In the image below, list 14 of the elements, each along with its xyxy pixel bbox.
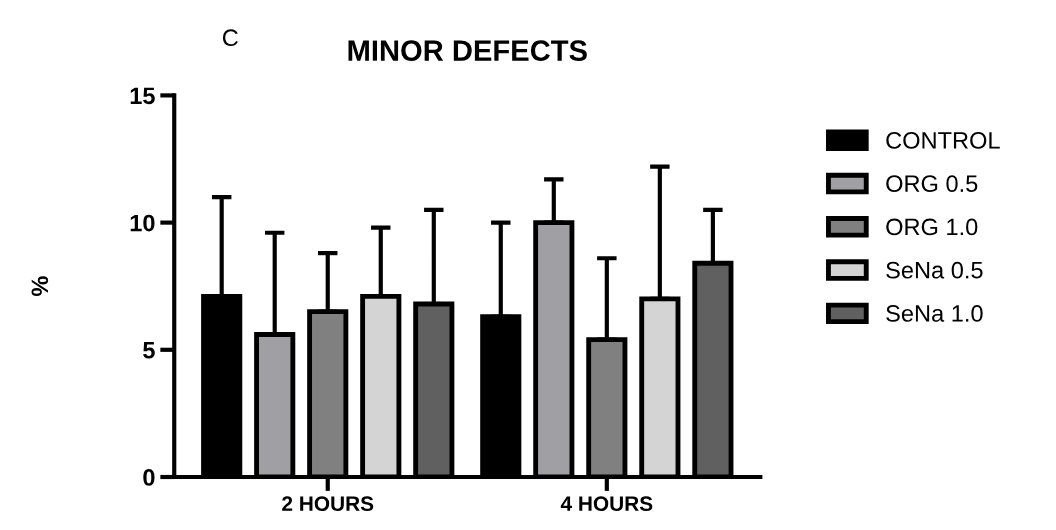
y-tick-label: 15 <box>130 87 155 105</box>
x-tick-label: 2 HOURS <box>282 496 374 512</box>
text: C <box>222 29 238 47</box>
y-tick-label: 0 <box>143 469 155 486</box>
legend-label: ORG 1.0 <box>886 218 978 236</box>
y-tick-label: 5 <box>143 342 155 359</box>
legend-label: SeNa 1.0 <box>886 305 983 322</box>
legend-label: CONTROL <box>886 132 1000 149</box>
y-tick-label: 10 <box>130 214 155 232</box>
y-axis-title: % <box>31 276 49 297</box>
x-tick-label: 4 HOURS <box>560 496 653 512</box>
legend-label: SeNa 0.5 <box>886 261 983 279</box>
chart-title: MINOR DEFECTS <box>348 40 587 61</box>
legend-label: ORG 0.5 <box>886 175 978 193</box>
